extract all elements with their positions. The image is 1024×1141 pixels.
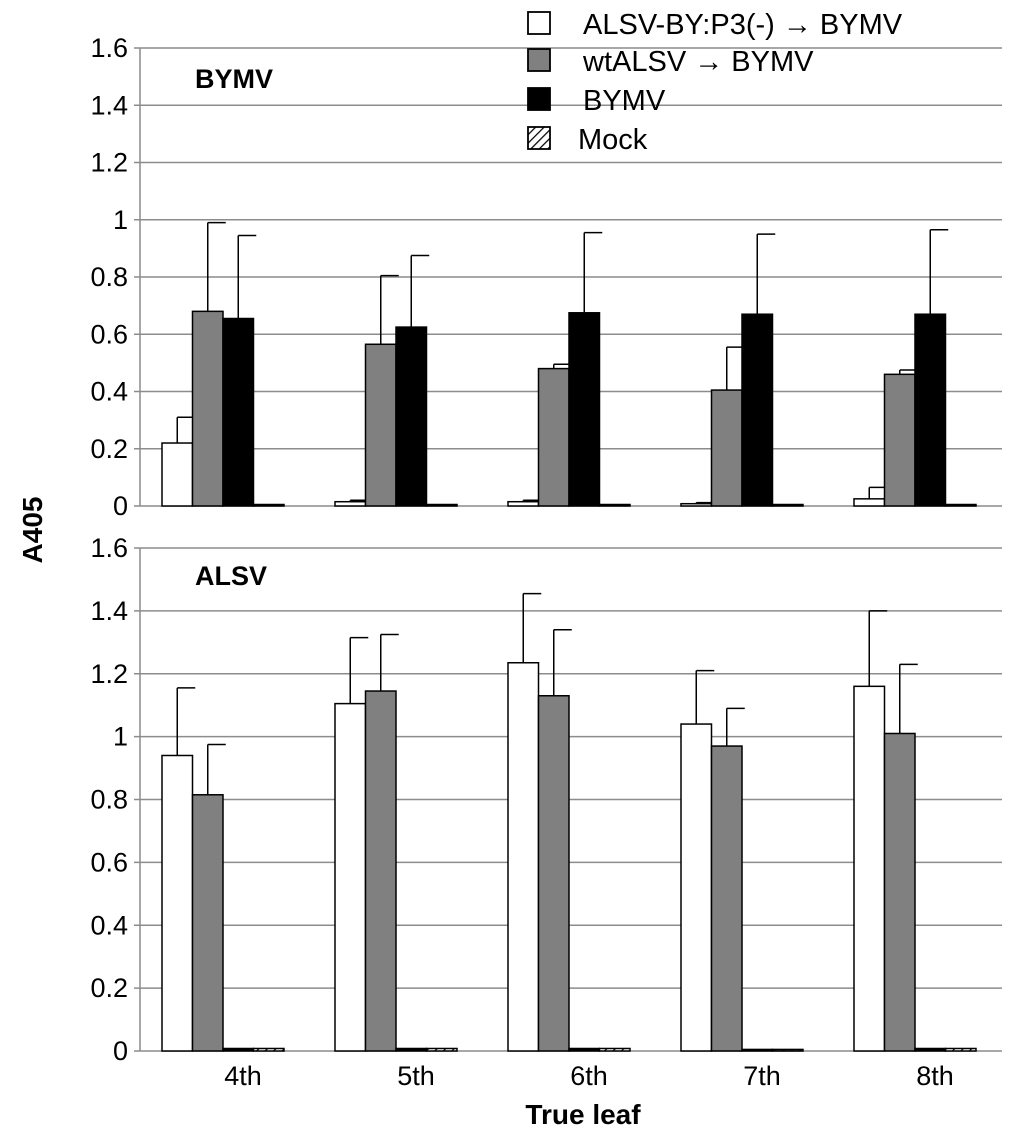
- legend: ALSV-BY:P3(-) → BYMV wtALSV → BYMV BYMV Moc…: [527, 9, 903, 156]
- bar-mock-5th: [425, 503, 458, 507]
- bar-bymv-5th: [395, 326, 428, 507]
- bar-alsv-by-p3-8th: [853, 685, 886, 1052]
- legend-label-bymv: BYMV: [583, 85, 666, 117]
- y-tick-label: 0.6: [90, 319, 128, 349]
- bar-mock-8th: [944, 1047, 977, 1052]
- legend-swatch-alsv-by-p3: [527, 11, 551, 35]
- bar-alsv-by-p3-7th: [680, 723, 713, 1052]
- panel-bymv: 0 0.2 0.4 0.6 0.8 1 1.2 1.4 1.6 BYMV: [90, 33, 1002, 521]
- legend-swatch-wtalsv: [527, 48, 551, 72]
- y-tick-label: 1.4: [90, 596, 128, 626]
- legend-swatch-mock: [527, 126, 551, 150]
- y-tick-label: 1: [113, 722, 128, 752]
- bar-mock-4th: [252, 1047, 285, 1052]
- legend-swatch-bymv: [527, 87, 551, 111]
- bar-bymv-7th: [741, 1048, 774, 1052]
- y-tick-label: 1.6: [90, 33, 128, 63]
- bar-mock-4th: [252, 503, 285, 507]
- panel-title: BYMV: [195, 64, 273, 94]
- bar-wtalsv-4th: [191, 310, 224, 507]
- bar-bymv-7th: [741, 313, 774, 507]
- bar-wtalsv-7th: [710, 745, 743, 1052]
- bar-alsv-by-p3-6th: [507, 500, 540, 507]
- bar-mock-6th: [598, 503, 631, 507]
- bar-alsv-by-p3-8th: [853, 498, 886, 507]
- y-tick-label: 1: [113, 205, 128, 235]
- bar-alsv-by-p3-5th: [334, 702, 367, 1052]
- bar-bymv-8th: [914, 313, 947, 507]
- bar-wtalsv-5th: [364, 343, 397, 507]
- y-axis-title: A405: [17, 497, 48, 564]
- x-tick-label: 8th: [916, 1061, 954, 1091]
- bar-mock-6th: [598, 1047, 631, 1052]
- bar-mock-5th: [425, 1047, 458, 1052]
- bar-alsv-by-p3-7th: [680, 502, 713, 507]
- y-tick-label: 0: [113, 1036, 128, 1066]
- y-tick-label: 1.6: [90, 533, 128, 563]
- bar-bymv-4th: [222, 317, 255, 507]
- bar-alsv-by-p3-6th: [507, 661, 540, 1052]
- y-tick-label: 1.4: [90, 90, 128, 120]
- bar-bymv-6th: [568, 1047, 601, 1052]
- x-tick-label: 6th: [570, 1061, 608, 1091]
- y-tick-label: 0.8: [90, 785, 128, 815]
- y-tick-label: 0.4: [90, 910, 128, 940]
- panel-alsv: 0 0.2 0.4 0.6 0.8 1 1.2 1.4 1.6 ALSV 4th 5th 6th 7th 8…: [90, 533, 1002, 1091]
- legend-label-wtalsv: wtALSV → BYMV: [582, 46, 814, 78]
- y-tick-label: 0.2: [90, 434, 128, 464]
- legend-label-alsv-by-p3: ALSV-BY:P3(-) → BYMV: [583, 9, 903, 41]
- bar-mock-7th: [771, 1048, 804, 1052]
- bar-wtalsv-6th: [537, 695, 570, 1052]
- bar-alsv-by-p3-4th: [161, 442, 194, 507]
- bar-wtalsv-7th: [710, 389, 743, 507]
- y-tick-label: 0: [113, 491, 128, 521]
- bar-bymv-5th: [395, 1047, 428, 1052]
- bar-mock-8th: [944, 503, 977, 507]
- x-axis-title: True leaf: [525, 1099, 641, 1130]
- bar-alsv-by-p3-5th: [334, 500, 367, 507]
- x-tick-label: 7th: [743, 1061, 781, 1091]
- x-tick-label: 5th: [397, 1061, 435, 1091]
- y-tick-label: 0.4: [90, 377, 128, 407]
- y-tick-label: 0.6: [90, 847, 128, 877]
- x-tick-label: 4th: [224, 1061, 262, 1091]
- legend-label-mock: Mock: [578, 124, 648, 156]
- bar-wtalsv-8th: [883, 373, 916, 507]
- panel-title: ALSV: [195, 561, 267, 591]
- y-tick-label: 0.8: [90, 262, 128, 292]
- y-tick-label: 0.2: [90, 973, 128, 1003]
- bar-wtalsv-8th: [883, 732, 916, 1052]
- bar-alsv-by-p3-4th: [161, 754, 194, 1052]
- y-tick-label: 1.2: [90, 659, 128, 689]
- bar-wtalsv-6th: [537, 367, 570, 507]
- bar-mock-7th: [771, 503, 804, 507]
- y-tick-label: 1.2: [90, 148, 128, 178]
- bar-bymv-8th: [914, 1047, 947, 1052]
- bar-bymv-6th: [568, 312, 601, 507]
- bar-bymv-4th: [222, 1047, 255, 1052]
- bar-wtalsv-4th: [191, 794, 224, 1052]
- bar-wtalsv-5th: [364, 690, 397, 1052]
